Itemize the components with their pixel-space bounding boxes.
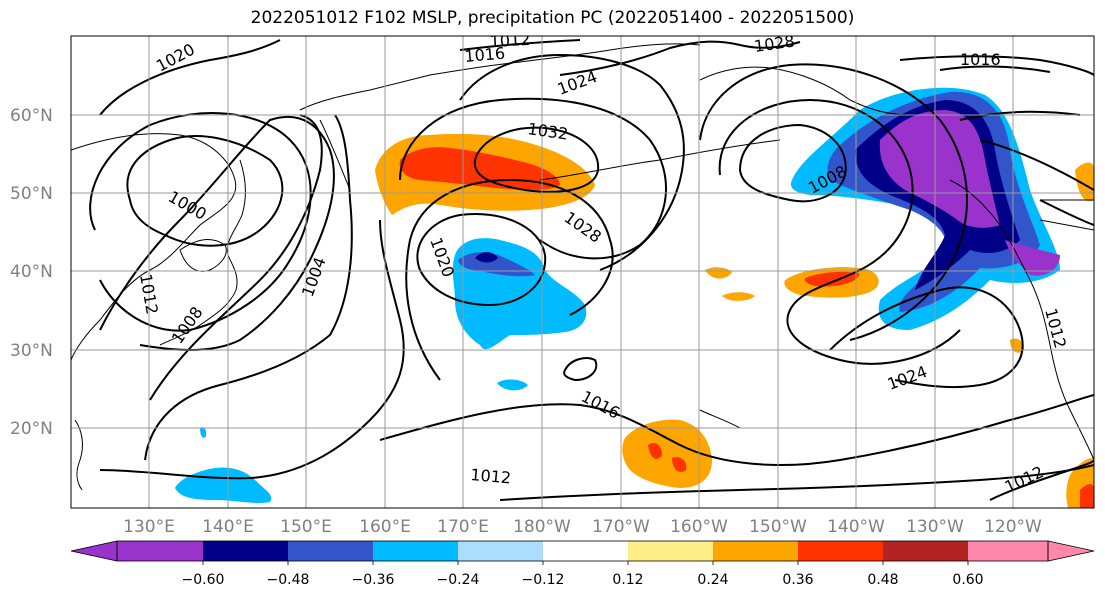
- colorbar-tick-label: 0.24: [697, 572, 728, 588]
- colorbar-tick-label: −0.48: [267, 572, 310, 588]
- colorbar-cell-8: [713, 541, 798, 561]
- lat-label-20n: 20°N: [10, 419, 53, 439]
- contour-label: 1012: [470, 465, 512, 487]
- colorbar-cell-12: [1047, 540, 1095, 562]
- colorbar-cell-1: [117, 541, 203, 561]
- contour-label: 1028: [753, 31, 796, 55]
- lon-label: 130°W: [906, 517, 964, 537]
- longitude-labels: 130°E 140°E 150°E 160°E 170°E 180°W 170°…: [123, 517, 1042, 537]
- lat-label-30n: 30°N: [10, 341, 53, 361]
- lon-label: 150°W: [749, 517, 807, 537]
- contour-label: 1016: [464, 44, 506, 66]
- colorbar-tick-label: 0.12: [612, 572, 643, 588]
- colorbar-tick-label: −0.60: [182, 572, 225, 588]
- colorbar-cell-3: [288, 541, 373, 561]
- colorbar-cell-6: [543, 541, 628, 561]
- lon-label: 170°E: [437, 517, 489, 537]
- precip-positive-north: [375, 133, 879, 301]
- colorbar-cell-2: [203, 541, 288, 561]
- lat-label-40n: 40°N: [10, 262, 53, 282]
- contour-label: 1016: [960, 50, 1001, 69]
- colorbar-cell-11: [968, 541, 1048, 561]
- colorbar-tick-label: −0.12: [522, 572, 565, 588]
- lat-label-50n: 50°N: [10, 184, 53, 204]
- contour-label: 1012: [489, 30, 531, 51]
- mslp-isobars: [89, 39, 1094, 501]
- lon-label: 140°E: [202, 517, 254, 537]
- colorbar: −0.60 −0.48 −0.36 −0.24 −0.12 0.12 0.24 …: [70, 540, 1095, 588]
- lon-label: 160°W: [670, 517, 728, 537]
- colorbar-tick-label: −0.24: [437, 572, 480, 588]
- lon-label: 140°W: [827, 517, 885, 537]
- lon-label: 180°W: [513, 517, 571, 537]
- colorbar-tick-label: 0.36: [782, 572, 813, 588]
- map-frame: [70, 35, 1095, 509]
- colorbar-tick-label: 0.60: [952, 572, 983, 588]
- latitude-labels: 60°N 50°N 40°N 30°N 20°N: [10, 106, 53, 439]
- colorbar-cell-4: [373, 541, 458, 561]
- precip-negative-east: [790, 87, 1060, 331]
- colorbar-cell-10: [883, 541, 968, 561]
- lon-label: 160°E: [359, 517, 411, 537]
- colorbar-cell-7: [628, 541, 713, 561]
- colorbar-tick-label: −0.36: [352, 572, 395, 588]
- lon-label: 120°W: [984, 517, 1042, 537]
- colorbar-tick-label: 0.48: [867, 572, 898, 588]
- lat-label-60n: 60°N: [10, 106, 53, 126]
- gridlines: [71, 36, 1094, 508]
- map-title: 2022051012 F102 MSLP, precipitation PC (…: [250, 8, 855, 28]
- lon-label: 170°W: [592, 517, 650, 537]
- lon-label: 150°E: [280, 517, 332, 537]
- coastlines: [71, 43, 1094, 491]
- colorbar-cell-9: [798, 541, 883, 561]
- colorbar-cell-5: [458, 541, 543, 561]
- colorbar-cell-0: [70, 540, 118, 562]
- lon-label: 130°E: [123, 517, 175, 537]
